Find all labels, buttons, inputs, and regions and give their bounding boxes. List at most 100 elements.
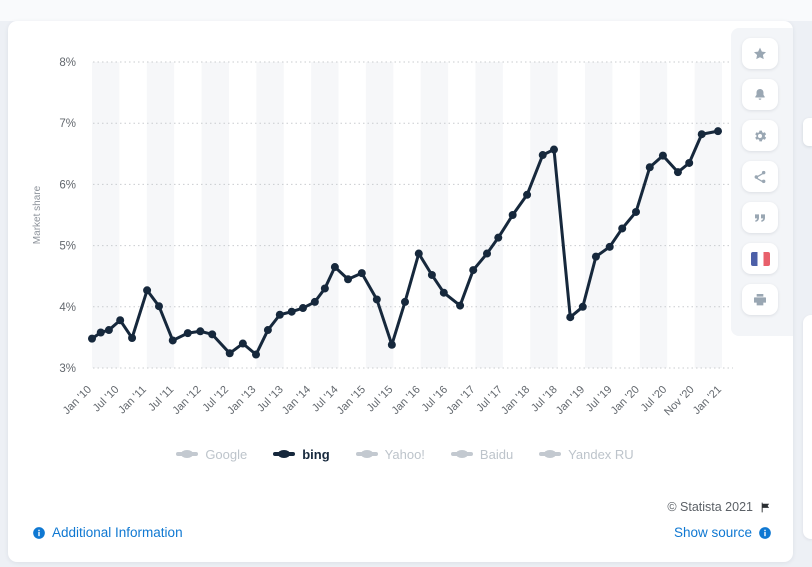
data-point-marker (154, 302, 163, 311)
print-button[interactable] (742, 284, 778, 315)
data-point-marker (88, 334, 96, 343)
data-point-marker (618, 224, 627, 233)
data-point-marker (605, 242, 614, 251)
legend-line-marker-icon (450, 449, 473, 459)
y-axis-tick-label: 3% (59, 363, 76, 375)
print-icon (754, 293, 766, 305)
additional-information-link[interactable]: Additional Information (32, 525, 183, 540)
data-point-marker (116, 316, 125, 325)
data-point-marker (196, 327, 205, 336)
x-axis-tick-label: Jan '17 (444, 384, 477, 417)
data-point-marker (538, 151, 547, 160)
x-axis-tick-label: Jan '13 (225, 384, 258, 417)
legend-label: bing (302, 446, 330, 462)
chart-legend: Google bing Yahoo! Baidu Yandex RU (85, 442, 725, 466)
plot-band (256, 62, 284, 368)
data-point-marker (508, 211, 517, 219)
plot-band (146, 62, 175, 368)
legend-line-marker-icon (355, 449, 378, 459)
bing-series-line (91, 129, 719, 357)
info-icon (759, 526, 771, 539)
legend-item-yandex-ru[interactable]: Yandex RU (539, 447, 634, 462)
x-axis-tick-label: Nov '20 (662, 384, 697, 419)
legend-item-bing[interactable]: bing (273, 446, 330, 462)
x-axis-tick-label: Jan '20 (609, 384, 642, 417)
data-point-marker (330, 263, 339, 272)
legend-item-yahoo-[interactable]: Yahoo! (355, 447, 425, 462)
y-axis-title: Market share (32, 185, 43, 244)
plot-band (365, 62, 394, 368)
plot-band (420, 62, 449, 368)
data-point-marker (287, 307, 296, 316)
legend-line-marker-icon (539, 449, 562, 459)
quote-icon (755, 213, 765, 222)
data-point-marker (697, 130, 706, 139)
x-axis-tick-label: Jan '19 (554, 384, 587, 417)
data-point-marker (469, 266, 478, 275)
share-button[interactable] (742, 161, 778, 192)
show-source-link[interactable]: Show source (674, 525, 772, 540)
right-edge-tab[interactable] (803, 118, 812, 146)
data-point-marker (275, 310, 284, 319)
star-button[interactable] (742, 38, 778, 69)
data-point-marker (523, 190, 532, 199)
plot-band (201, 62, 229, 368)
legend-line-marker-icon (176, 449, 199, 459)
legend-label: Baidu (479, 446, 514, 462)
x-axis-tick-label: Jan '16 (389, 384, 422, 417)
y-axis-tick-label: 5% (59, 241, 76, 253)
data-point-marker (225, 349, 234, 358)
data-point-marker (96, 328, 105, 337)
flag-icon (761, 502, 770, 512)
y-axis-tick-label: 6% (59, 179, 76, 191)
data-point-marker (357, 269, 366, 278)
legend-label: Google (205, 446, 248, 462)
data-point-marker (658, 151, 667, 160)
right-edge-panel-fragment (803, 315, 812, 539)
plot-band (585, 62, 613, 368)
data-point-marker (372, 295, 381, 304)
y-axis-tick-label: 4% (59, 302, 76, 314)
data-point-marker (238, 339, 247, 348)
data-point-marker (183, 329, 192, 338)
french-flag-icon (750, 251, 770, 266)
data-point-marker (549, 145, 558, 154)
plot-band (694, 62, 722, 368)
data-point-marker (494, 233, 503, 242)
data-point-marker (320, 284, 329, 293)
plot-band (475, 62, 503, 368)
french-flag-button[interactable] (742, 243, 778, 274)
gear-button[interactable] (742, 120, 778, 151)
data-point-marker (456, 301, 465, 310)
data-point-marker (310, 297, 319, 306)
data-point-marker (104, 326, 113, 335)
data-point-marker (685, 158, 694, 167)
star-icon (754, 47, 766, 59)
data-point-marker (263, 326, 272, 335)
plot-band (311, 62, 339, 368)
x-axis-tick-label: Jan '10 (61, 384, 94, 417)
legend-item-google[interactable]: Google (176, 447, 247, 462)
data-point-marker (252, 350, 261, 359)
x-axis-tick-label: Jan '18 (499, 384, 532, 417)
data-point-marker (414, 249, 423, 258)
data-point-marker (128, 334, 137, 343)
legend-label: Yandex RU (568, 446, 634, 462)
gear-icon (755, 130, 767, 141)
x-axis-tick-label: Jan '12 (170, 384, 203, 417)
data-point-marker (645, 163, 654, 172)
quote-button[interactable] (742, 202, 778, 233)
plot-band (639, 62, 668, 368)
copyright-text: © Statista 2021 (667, 500, 753, 514)
share-icon (754, 170, 766, 183)
data-point-marker (714, 127, 722, 136)
bell-button[interactable] (742, 79, 778, 110)
show-source-label: Show source (673, 525, 752, 540)
legend-item-baidu[interactable]: Baidu (450, 446, 514, 462)
footer-links: Additional Information Show source (32, 525, 772, 545)
y-axis-tick-label: 8% (59, 57, 76, 69)
additional-information-label: Additional Information (52, 525, 183, 540)
data-point-marker (143, 286, 152, 295)
